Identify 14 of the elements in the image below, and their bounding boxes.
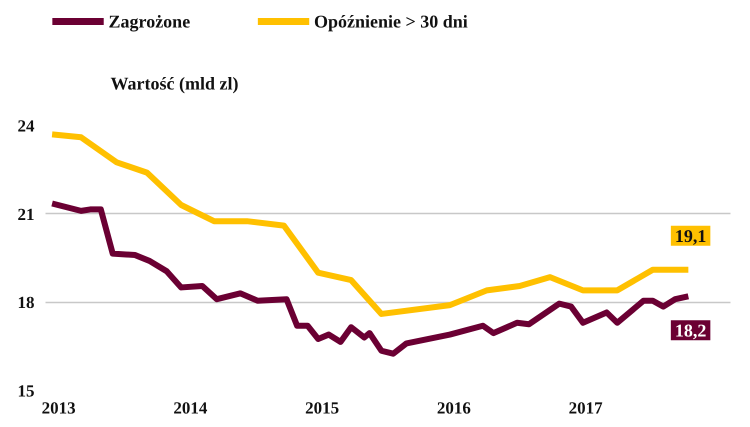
- x-tick-label: 2016: [436, 398, 471, 418]
- x-tick-label: 2014: [173, 398, 208, 418]
- x-tick-label: 2017: [568, 398, 604, 418]
- y-tick-label: 18: [18, 293, 34, 312]
- y-tick-label: 21: [18, 204, 34, 224]
- data-label: 18,2: [674, 320, 706, 340]
- y-axis-title: Wartość (mld zl): [110, 74, 238, 94]
- x-tick-label: 2015: [305, 398, 340, 418]
- x-tick-label: 2013: [42, 398, 76, 418]
- y-tick-label: 24: [18, 116, 35, 136]
- legend-label: Opóźnienie > 30 dni: [314, 12, 468, 32]
- legend-label: Zagrożone: [108, 12, 190, 32]
- data-label: 19,1: [674, 226, 706, 246]
- y-tick-label: 15: [18, 382, 34, 400]
